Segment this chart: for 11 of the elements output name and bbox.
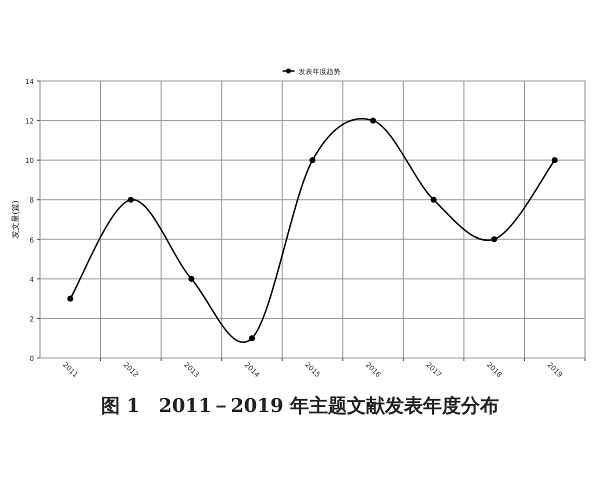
- point: [491, 236, 498, 242]
- text: 图 1 2011－2019 年主题文献发表年度分布: [100, 395, 500, 417]
- point: [310, 157, 316, 164]
- point: [552, 157, 558, 164]
- point: [67, 296, 74, 302]
- point: [430, 196, 437, 203]
- point: [248, 335, 255, 342]
- y-axis-title: 发文量(篇): [11, 200, 20, 239]
- point: [188, 276, 194, 282]
- point: [128, 196, 134, 203]
- point: [370, 118, 376, 124]
